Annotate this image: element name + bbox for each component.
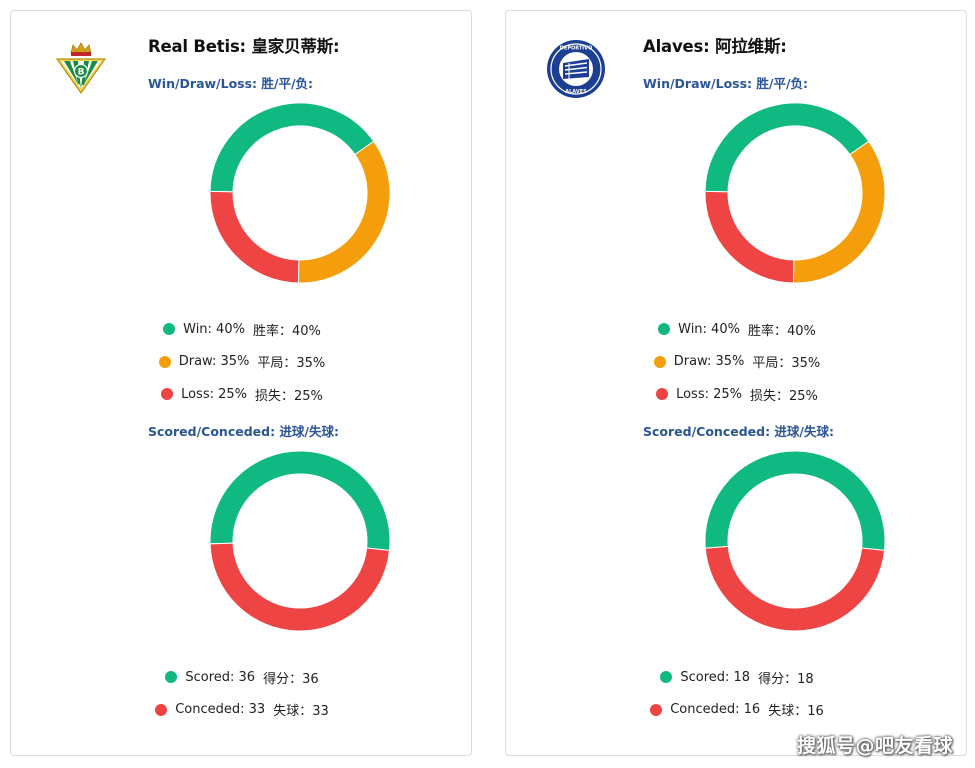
goals-legend: Scored: 36 得分：36 Conceded: 33 失球：33 [11, 661, 473, 726]
slice-loss[interactable] [704, 190, 795, 284]
team-title: Alaves: 阿拉维斯: [643, 37, 787, 56]
alaves-crest-icon: DEPORTIVO ALAVES [547, 40, 605, 98]
legend-item-conceded[interactable]: Conceded: 16 失球：16 [506, 694, 968, 727]
slice-scored[interactable] [704, 450, 886, 551]
legend-item-scored[interactable]: Scored: 36 得分：36 [11, 661, 473, 694]
slice-loss[interactable] [209, 190, 300, 284]
legend-label: Loss: 25% [676, 386, 742, 402]
legend-label: Scored: 18 [680, 669, 751, 685]
legend-item-scored[interactable]: Scored: 18 得分：18 [506, 661, 968, 694]
goals-donut-chart [209, 450, 391, 632]
wdl-section-title: Win/Draw/Loss: 胜/平/负: [643, 76, 809, 91]
svg-text:ALAVES: ALAVES [565, 89, 587, 95]
legend-label: Loss: 25% [181, 386, 247, 402]
scored-dot-icon [165, 671, 178, 684]
team-card-alaves: DEPORTIVO ALAVES Alaves: 阿拉维斯: Win/Draw/… [505, 10, 967, 756]
legend-label-cn: 失球：16 [768, 704, 824, 720]
legend-label: Scored: 36 [185, 669, 256, 685]
scored-dot-icon [660, 671, 673, 684]
legend-item-loss[interactable]: Loss: 25% 损失：25% [506, 378, 968, 411]
goals-section-title: Scored/Conceded: 进球/失球: [148, 424, 339, 439]
goals-donut-chart [704, 450, 886, 632]
svg-text:DEPORTIVO: DEPORTIVO [560, 46, 592, 52]
legend-item-win[interactable]: Win: 40% 胜率：40% [506, 313, 968, 346]
real-betis-crest-icon: B [55, 42, 107, 95]
watermark-text: 搜狐号@吧友看球 [796, 735, 953, 757]
legend-label: Conceded: 16 [670, 702, 761, 718]
conceded-dot-icon [155, 703, 168, 716]
slice-draw[interactable] [792, 140, 886, 284]
legend-label-cn: 胜率：40% [252, 323, 321, 339]
slice-win[interactable] [209, 102, 375, 193]
legend-label: Conceded: 33 [175, 702, 266, 718]
slice-draw[interactable] [297, 140, 391, 284]
svg-text:B: B [78, 68, 85, 78]
legend-label-cn: 平局：35% [257, 356, 326, 372]
legend-label: Draw: 35% [178, 354, 250, 370]
legend-label: Draw: 35% [673, 354, 745, 370]
legend-label-cn: 失球：33 [273, 704, 329, 720]
loss-dot-icon [656, 388, 669, 401]
team-title: Real Betis: 皇家贝蒂斯: [148, 37, 340, 56]
legend-item-conceded[interactable]: Conceded: 33 失球：33 [11, 694, 473, 727]
slice-conceded[interactable] [704, 545, 886, 632]
legend-label: Win: 40% [183, 321, 245, 337]
slice-scored[interactable] [209, 450, 391, 551]
draw-dot-icon [158, 355, 171, 368]
loss-dot-icon [161, 388, 174, 401]
goals-legend: Scored: 18 得分：18 Conceded: 16 失球：16 [506, 661, 968, 726]
legend-label-cn: 胜率：40% [747, 323, 816, 339]
goals-section-title: Scored/Conceded: 进球/失球: [643, 424, 834, 439]
slice-win[interactable] [704, 102, 870, 193]
wdl-legend: Win: 40% 胜率：40% Draw: 35% 平局：35% Loss: 2… [506, 313, 968, 411]
conceded-dot-icon [650, 703, 663, 716]
wdl-legend: Win: 40% 胜率：40% Draw: 35% 平局：35% Loss: 2… [11, 313, 473, 411]
legend-item-loss[interactable]: Loss: 25% 损失：25% [11, 378, 473, 411]
wdl-donut-chart [704, 102, 886, 284]
legend-label-cn: 损失：25% [750, 388, 818, 404]
team-card-real-betis: B Real Betis: 皇家贝蒂斯: Win/Draw/Loss: 胜/平/… [10, 10, 472, 756]
wdl-donut-chart [209, 102, 391, 284]
legend-label-cn: 得分：36 [263, 671, 319, 687]
win-dot-icon [658, 323, 671, 336]
draw-dot-icon [653, 355, 666, 368]
win-dot-icon [163, 323, 176, 336]
legend-item-draw[interactable]: Draw: 35% 平局：35% [506, 346, 968, 379]
slice-conceded[interactable] [209, 542, 391, 632]
legend-item-draw[interactable]: Draw: 35% 平局：35% [11, 346, 473, 379]
legend-item-win[interactable]: Win: 40% 胜率：40% [11, 313, 473, 346]
legend-label-cn: 得分：18 [758, 671, 814, 687]
legend-label-cn: 损失：25% [255, 388, 323, 404]
legend-label-cn: 平局：35% [752, 356, 821, 372]
wdl-section-title: Win/Draw/Loss: 胜/平/负: [148, 76, 314, 91]
legend-label: Win: 40% [678, 321, 740, 337]
